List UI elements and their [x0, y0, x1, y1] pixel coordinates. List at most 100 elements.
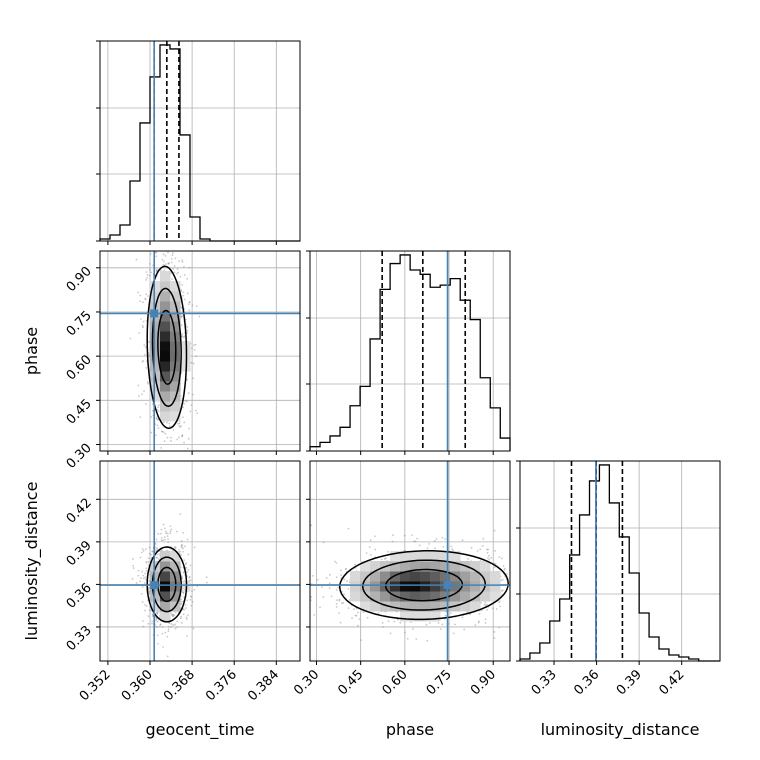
sample-point [338, 612, 340, 615]
sample-point [160, 216, 162, 218]
sample-point [148, 580, 151, 582]
sample-point [172, 428, 175, 431]
sample-point [142, 550, 145, 552]
sample-point [173, 614, 176, 616]
sample-point [144, 609, 146, 612]
sample-point [155, 556, 158, 559]
sample-point [182, 291, 185, 294]
sample-point [170, 257, 173, 260]
density-cell [420, 591, 431, 602]
sample-point [342, 601, 344, 604]
sample-point [185, 566, 188, 569]
x-tick-label: 0.352 [77, 667, 114, 704]
sample-point [335, 576, 338, 579]
sample-point [206, 581, 208, 584]
sample-point [274, 606, 276, 608]
sample-point [493, 631, 496, 633]
sample-point [502, 565, 505, 567]
sample-point [461, 616, 464, 619]
sample-point [148, 552, 151, 555]
sample-point [174, 623, 176, 626]
sample-point [161, 632, 164, 635]
sample-point [554, 575, 556, 577]
sample-point [516, 617, 518, 619]
sample-point [487, 548, 490, 551]
sample-point [340, 602, 343, 605]
sample-point [369, 539, 372, 542]
sample-point [180, 621, 183, 624]
sample-point [148, 262, 151, 265]
sample-point [191, 304, 194, 307]
sample-point [413, 540, 416, 543]
sample-point [441, 536, 444, 539]
sample-point [418, 544, 421, 547]
sample-point [159, 623, 162, 626]
sample-point [179, 275, 182, 278]
sample-point [165, 458, 167, 460]
sample-point [171, 254, 174, 257]
sample-point [145, 403, 147, 405]
y-tick-label: 0.75 [64, 308, 95, 339]
sample-point [182, 591, 185, 594]
sample-point [161, 430, 164, 433]
sample-point [480, 601, 482, 604]
sample-point [144, 297, 146, 300]
sample-point [479, 548, 482, 551]
sample-point [160, 447, 162, 449]
sample-point [162, 431, 165, 434]
sample-point [172, 615, 174, 618]
sample-point [334, 560, 336, 563]
sample-point [170, 612, 173, 615]
sample-point [154, 251, 157, 254]
sample-point [186, 635, 189, 637]
truth-marker [150, 581, 159, 590]
sample-point [356, 624, 359, 627]
sample-point [139, 580, 142, 583]
sample-point [191, 590, 193, 593]
sample-point [434, 539, 436, 542]
sample-point [444, 538, 446, 540]
sample-point [480, 609, 483, 612]
sample-point [198, 315, 201, 318]
sample-point [451, 548, 454, 550]
density-cell [150, 291, 161, 302]
sample-point [305, 566, 307, 568]
sample-point [172, 624, 175, 627]
histogram-step [309, 254, 511, 451]
sample-point [186, 538, 189, 541]
sample-point [158, 625, 161, 628]
sample-point [196, 412, 199, 415]
sample-point [185, 400, 188, 403]
sample-point [476, 550, 479, 552]
sample-point [186, 292, 189, 295]
sample-point [343, 593, 346, 596]
sample-point [138, 331, 141, 334]
sample-point [487, 557, 489, 559]
sample-point [182, 613, 185, 616]
sample-point [312, 574, 314, 577]
sample-point [182, 572, 185, 574]
sample-point [156, 268, 158, 270]
histogram-luminosity_distance [516, 460, 721, 665]
sample-point [335, 602, 338, 605]
density-cell [160, 401, 171, 412]
sample-point [308, 560, 310, 562]
sample-point [156, 556, 158, 559]
density-cell [160, 341, 171, 352]
sample-point [183, 571, 185, 573]
sample-point [141, 570, 143, 573]
sample-point [178, 422, 181, 425]
sample-point [289, 595, 291, 597]
sample-point [168, 622, 171, 625]
density-cell [440, 561, 451, 572]
sample-point [157, 642, 159, 645]
sample-point [176, 626, 179, 628]
sample-point [434, 547, 437, 550]
sample-point [548, 586, 550, 588]
sample-point [156, 611, 159, 614]
density-cell [360, 591, 371, 602]
sample-point [501, 589, 504, 592]
sample-point [347, 527, 350, 530]
sample-point [170, 626, 172, 628]
density-cell [370, 581, 381, 592]
